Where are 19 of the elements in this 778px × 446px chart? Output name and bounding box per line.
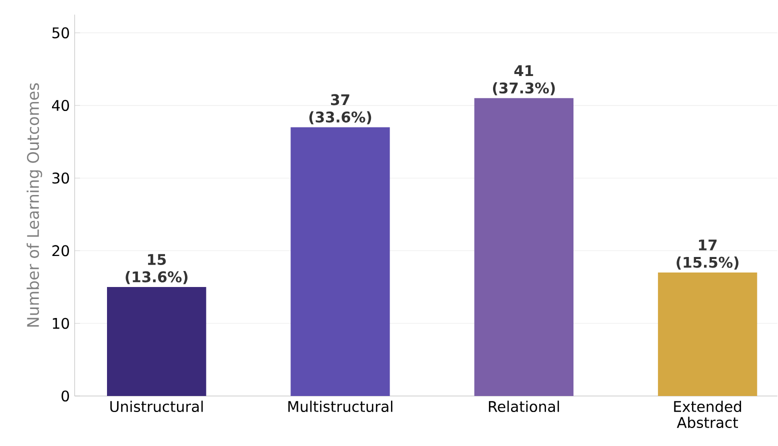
data-label: 15 (13.6%) bbox=[126, 254, 188, 284]
y-tick-label: 10 bbox=[52, 318, 69, 329]
bar bbox=[658, 272, 758, 396]
y-tick-label: 50 bbox=[52, 27, 69, 38]
x-tick-label: Relational bbox=[488, 400, 559, 412]
y-tick-label: 40 bbox=[52, 100, 69, 111]
data-label: 17 (15.5%) bbox=[676, 240, 738, 270]
y-tick-label: 30 bbox=[52, 172, 69, 184]
y-tick-label: 20 bbox=[52, 245, 69, 256]
y-tick-label: 0 bbox=[62, 390, 69, 402]
data-label: 37 (33.6%) bbox=[309, 94, 372, 124]
bar bbox=[107, 287, 206, 396]
x-tick-label: Extended Abstract bbox=[674, 400, 742, 428]
bar bbox=[474, 98, 574, 396]
x-tick-label: Unistructural bbox=[110, 400, 203, 412]
data-label: 41 (37.3%) bbox=[493, 65, 555, 96]
x-tick-label: Multistructural bbox=[288, 400, 392, 412]
y-axis-title: Number of Learning Outcomes bbox=[26, 83, 42, 327]
bar bbox=[290, 127, 390, 396]
